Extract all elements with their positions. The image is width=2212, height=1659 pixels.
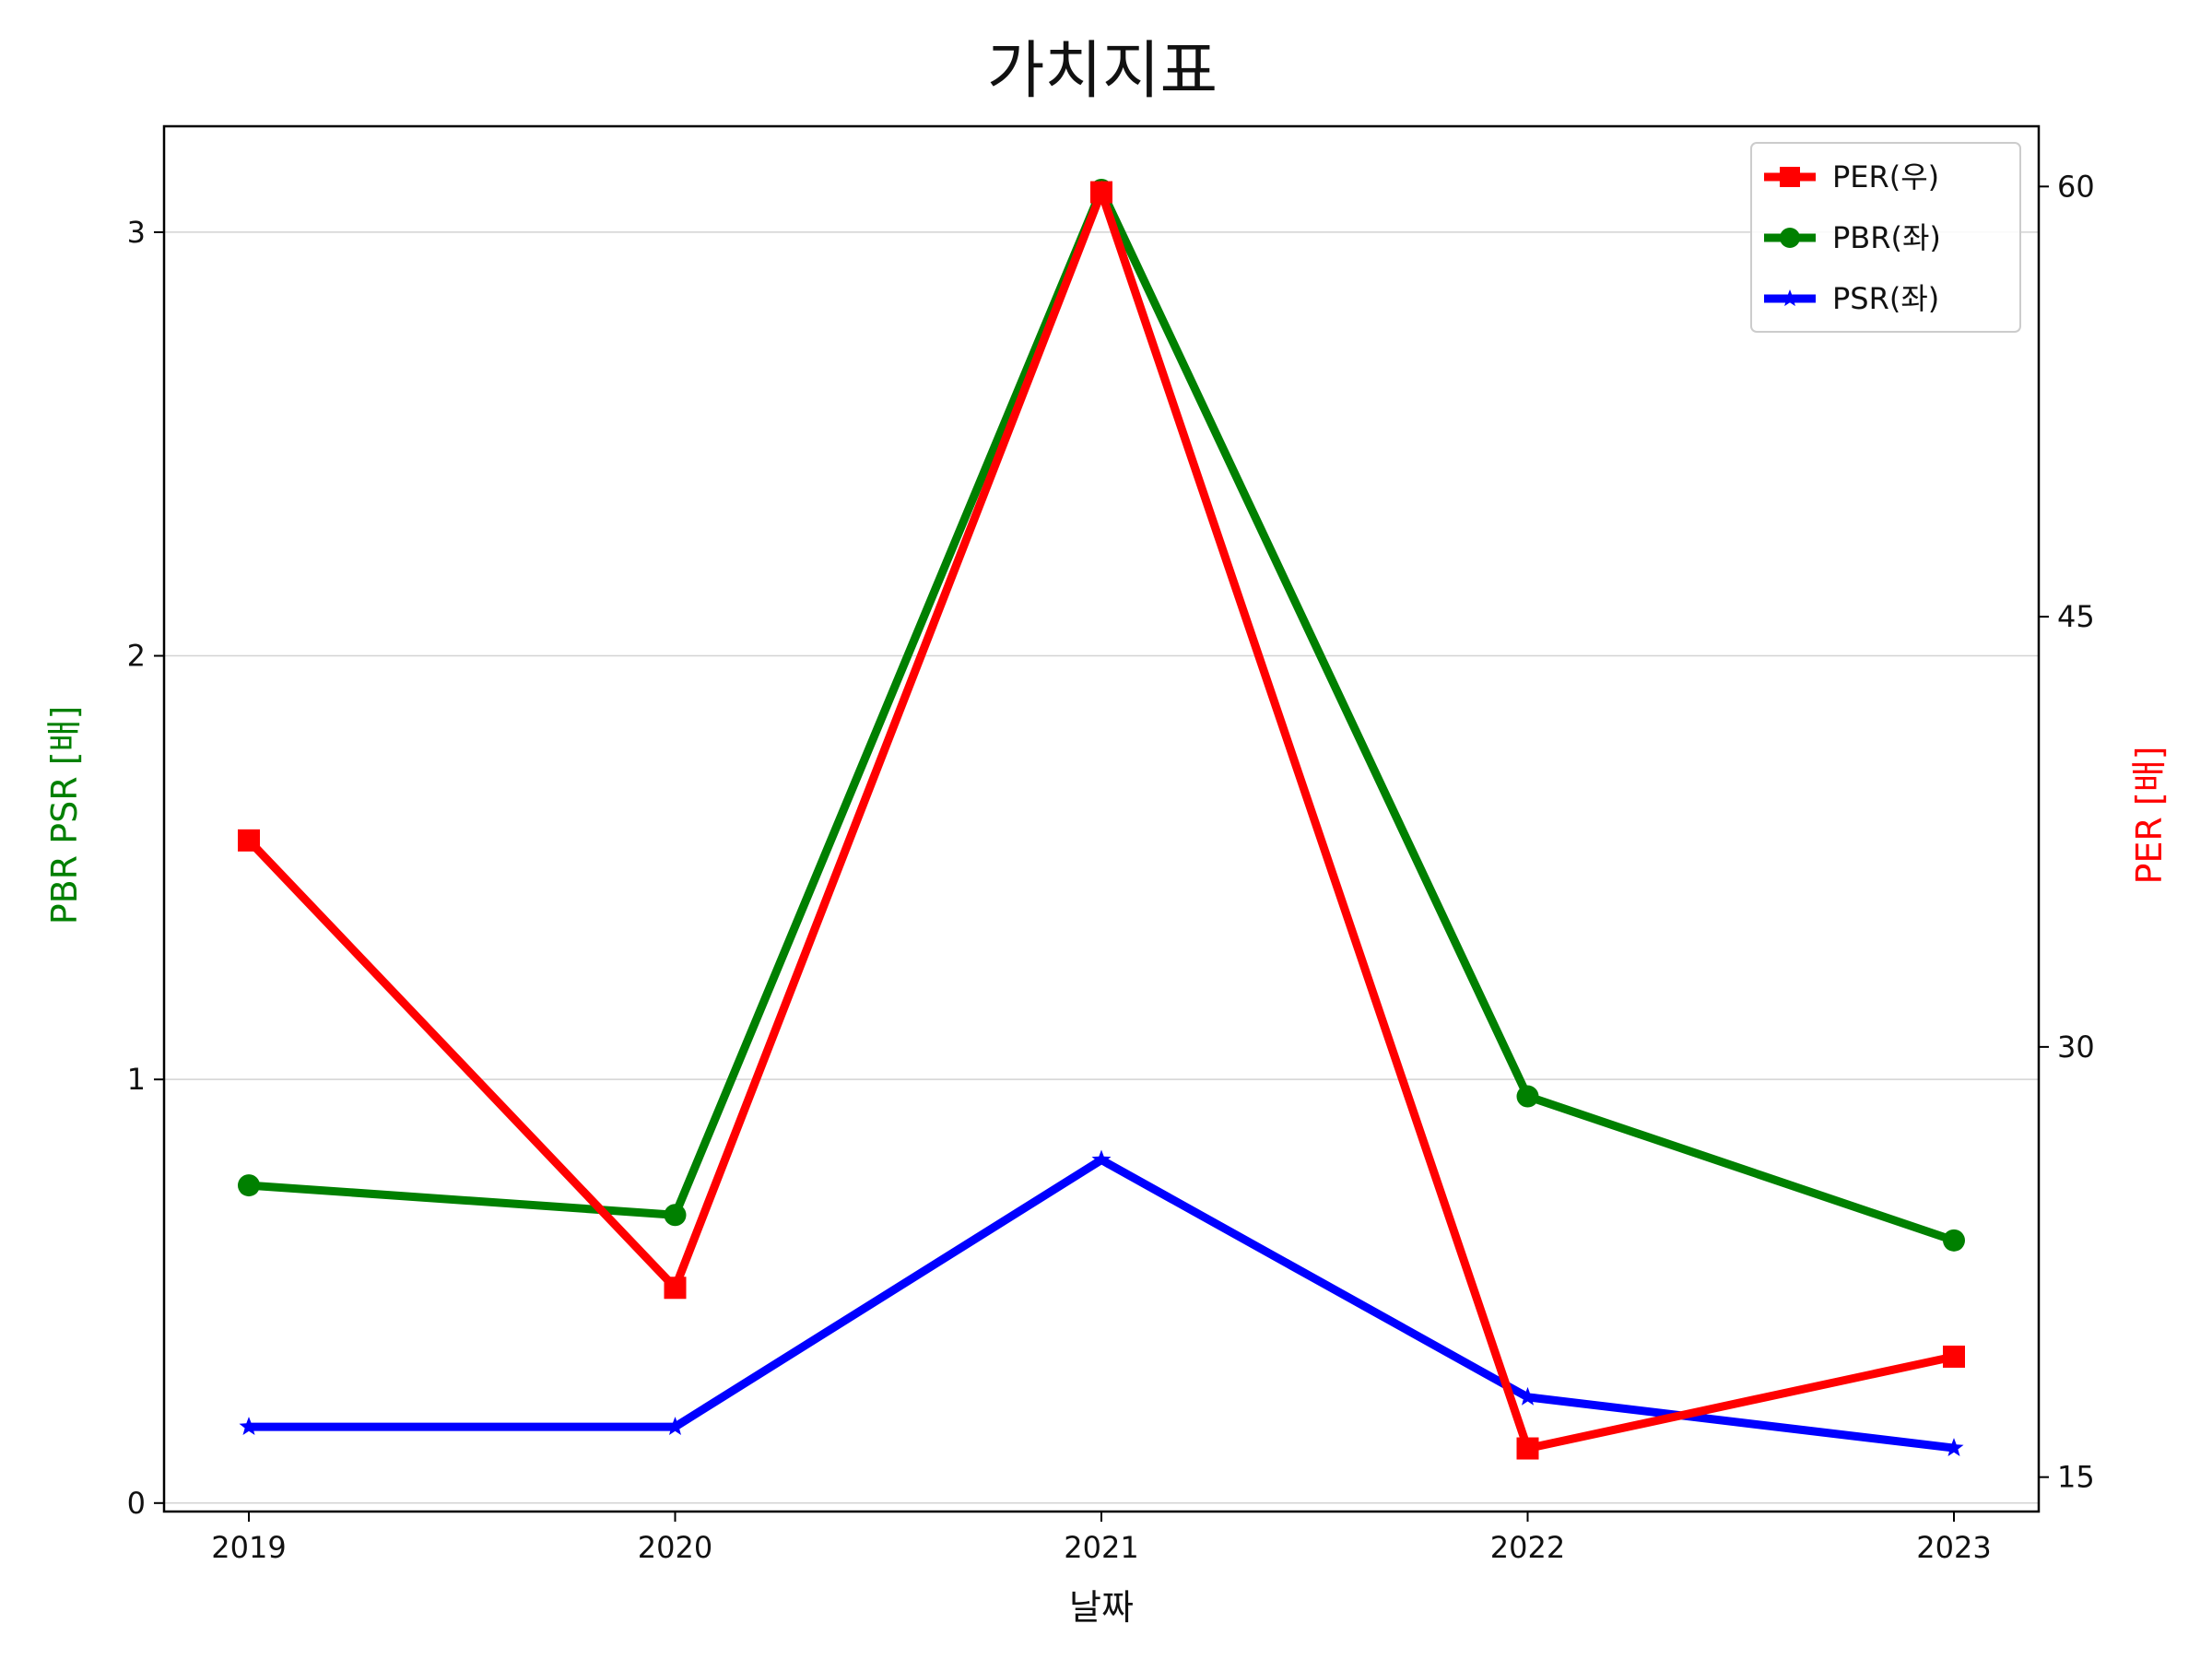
- chart-title: 가치지표: [987, 35, 1218, 108]
- psr-data-point: [239, 1417, 259, 1435]
- legend-label-pbr: PBR(좌): [1832, 220, 1941, 255]
- psr-data-point: [1091, 1149, 1112, 1169]
- y-left-axis-label: PBR PSR [배]: [44, 706, 85, 925]
- per-data-point: [238, 829, 260, 852]
- per-series-line: [245, 180, 1955, 1453]
- y-right-tick-label: 60: [2057, 169, 2095, 204]
- x-tick-label: 2022: [1490, 1530, 1565, 1565]
- x-tick-label: 2019: [211, 1530, 286, 1565]
- pbr-series-line: [248, 179, 1956, 1245]
- y-left-tick-label: 3: [127, 215, 146, 250]
- pbr-data-point: [664, 1204, 687, 1227]
- x-axis-label: 날짜: [1069, 1587, 1134, 1628]
- y-left-tick-label: 0: [127, 1486, 146, 1521]
- y-right-tick-label: 45: [2057, 599, 2095, 634]
- plot-frame: [162, 124, 2041, 1513]
- per-data-point: [1516, 1437, 1539, 1460]
- legend-label-per: PER(우): [1832, 159, 1939, 194]
- y-right-tick-label: 30: [2057, 1030, 2095, 1065]
- y-left-tick-label: 2: [127, 639, 146, 674]
- legend-marker-pbr: [1780, 228, 1800, 248]
- legend-marker-per: [1780, 167, 1800, 187]
- x-tick-label: 2021: [1064, 1530, 1138, 1565]
- per-data-point: [664, 1277, 687, 1300]
- legend-box: [1750, 142, 2021, 333]
- psr-data-point: [1944, 1438, 1964, 1456]
- pbr-data-point: [1943, 1229, 1965, 1252]
- legend-label-psr: PSR(좌): [1832, 281, 1939, 316]
- per-data-point: [1090, 181, 1112, 204]
- y-left-tick-label: 1: [127, 1062, 146, 1097]
- per-data-point: [1943, 1345, 1965, 1368]
- y-right-tick-label: 15: [2057, 1460, 2095, 1495]
- psr-data-point: [665, 1417, 685, 1435]
- pbr-data-point: [238, 1174, 260, 1197]
- y-right-axis-label: PER [배]: [2129, 746, 2170, 884]
- legend-marker-psr: [1781, 289, 1799, 307]
- pbr-data-point: [1516, 1085, 1539, 1108]
- psr-data-point: [1518, 1386, 1537, 1406]
- x-tick-label: 2023: [1916, 1530, 1991, 1565]
- x-tick-label: 2020: [638, 1530, 712, 1565]
